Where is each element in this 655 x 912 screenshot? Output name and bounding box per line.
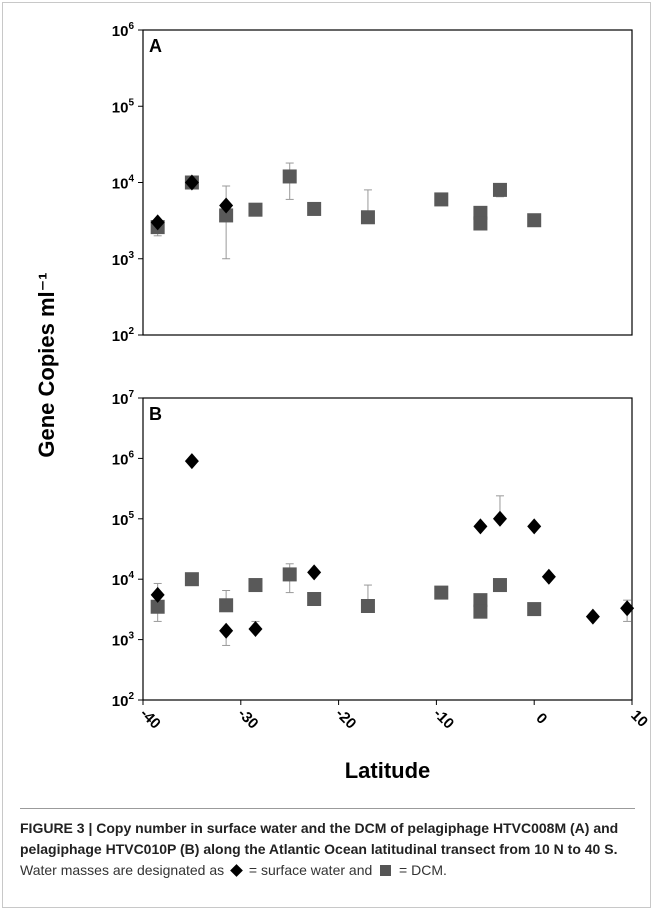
caption-divider: [20, 808, 635, 809]
dcm-point-A-3: [248, 202, 263, 217]
surface-point-B-0: [150, 586, 165, 603]
y-tick-label-B-4: 106: [112, 449, 135, 468]
surface-point-B-6: [492, 510, 507, 527]
y-tick-label-A-2: 104: [112, 174, 135, 193]
dcm-point-A-5: [307, 201, 322, 216]
surface-point-B-2: [219, 622, 234, 639]
surface-point-B-9: [585, 608, 600, 625]
y-axis-title: Gene Copies ml⁻¹: [34, 272, 59, 457]
dcm-point-B-6: [360, 598, 375, 613]
y-tick-label-A-1: 103: [112, 250, 135, 269]
y-tick-label-B-5: 107: [112, 389, 135, 408]
x-tick-label-3: -10: [430, 705, 457, 732]
y-tick-label-B-1: 103: [112, 631, 135, 650]
surface-point-B-5: [473, 518, 488, 535]
caption-text-2: = surface water and: [245, 862, 377, 878]
caption-text-3: = DCM.: [395, 862, 447, 878]
dcm-point-B-2: [219, 598, 234, 613]
dcm-point-B-1: [184, 572, 199, 587]
dcm-point-A-8: [473, 205, 488, 220]
surface-point-A-1: [184, 174, 199, 191]
x-axis-title: Latitude: [345, 758, 431, 783]
dcm-point-A-4: [282, 169, 297, 184]
y-tick-label-A-0: 102: [112, 326, 135, 345]
surface-point-B-1: [184, 453, 199, 470]
y-tick-label-B-0: 102: [112, 691, 135, 710]
surface-point-A-2: [219, 197, 234, 214]
dcm-point-B-10: [492, 578, 507, 593]
dcm-point-A-2: [219, 208, 234, 223]
surface-point-B-3: [248, 620, 263, 637]
surface-point-B-4: [307, 564, 322, 581]
surface-point-B-7: [527, 518, 542, 535]
x-tick-label-1: -30: [234, 705, 261, 732]
dcm-point-A-9: [473, 216, 488, 231]
surface-point-B-8: [541, 568, 556, 585]
plot-frame-A: [142, 29, 633, 336]
x-tick-label-2: -20: [332, 705, 359, 732]
panel-label-B: B: [149, 404, 162, 424]
surface-point-B-10: [620, 600, 635, 617]
surface-point-A-0: [150, 214, 165, 231]
y-tick-label-B-3: 105: [112, 510, 135, 529]
dcm-point-B-0: [150, 599, 165, 614]
caption-text-1: Water masses are designated as: [20, 862, 229, 878]
square-symbol-icon: [380, 864, 392, 876]
figure-caption: FIGURE 3 | Copy number in surface water …: [20, 818, 640, 881]
dcm-point-B-3: [248, 578, 263, 593]
y-tick-label-B-2: 104: [112, 570, 135, 589]
dcm-point-B-11: [527, 602, 542, 617]
dcm-point-A-6: [360, 210, 375, 225]
panel-label-A: A: [149, 36, 162, 56]
figure-plots: A 102 103 104 105 106 B 102 103 104 105 106 107 -40 -3…: [34, 21, 651, 783]
dcm-point-B-5: [307, 592, 322, 607]
x-tick-label-4: 0: [532, 710, 550, 728]
caption-title: FIGURE 3 | Copy number in surface water …: [20, 820, 619, 857]
y-tick-label-A-4: 106: [112, 21, 135, 40]
x-tick-label-0: -40: [137, 705, 164, 732]
dcm-point-A-7: [434, 192, 449, 207]
x-tick-label-5: 10: [627, 707, 651, 731]
dcm-point-A-11: [527, 213, 542, 228]
diamond-symbol-icon: [230, 864, 243, 878]
plot-frame-B: [142, 397, 633, 701]
y-tick-label-A-3: 105: [112, 97, 135, 116]
dcm-point-A-10: [492, 182, 507, 197]
dcm-point-B-4: [282, 567, 297, 582]
dcm-point-B-7: [434, 585, 449, 600]
dcm-point-B-8: [473, 593, 488, 608]
dcm-point-B-9: [473, 604, 488, 619]
